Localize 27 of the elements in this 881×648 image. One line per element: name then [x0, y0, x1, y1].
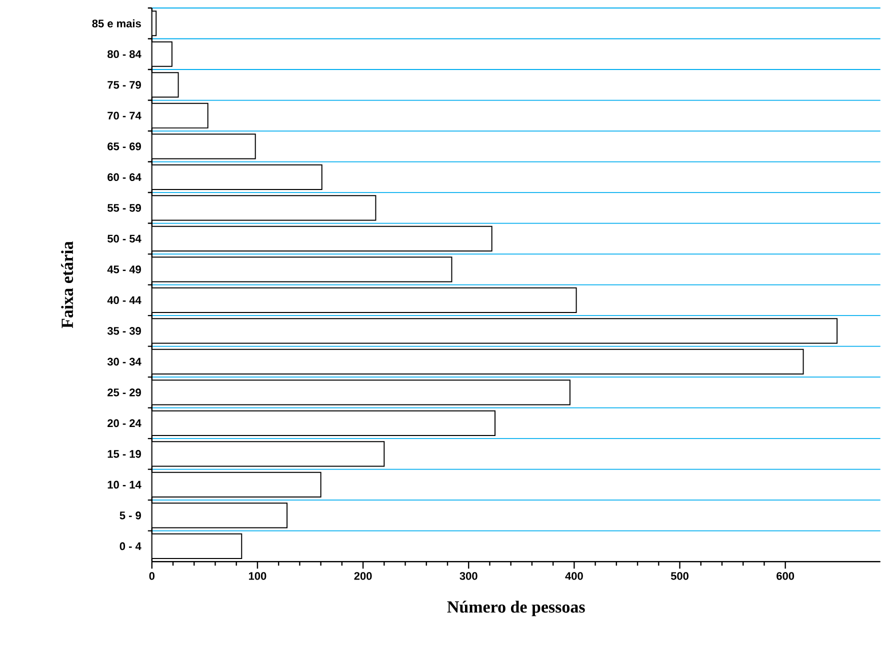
- y-tick-label: 10 - 14: [108, 481, 142, 489]
- y-tick-label: 55 - 59: [108, 204, 141, 212]
- y-tick-label: 70 - 74: [108, 112, 142, 120]
- x-tick-label: 400: [565, 572, 583, 580]
- x-axis-title: Número de pessoas: [447, 600, 585, 616]
- y-tick-label: 20 - 24: [108, 420, 142, 428]
- y-tick-label: 0 - 4: [120, 542, 142, 550]
- y-tick-label: 45 - 49: [107, 266, 141, 274]
- x-tick-label: 600: [776, 572, 794, 580]
- y-tick-label: 60 - 64: [108, 173, 142, 182]
- x-tick-label: 0: [149, 572, 155, 580]
- y-tick-label: 35 - 39: [107, 327, 141, 336]
- x-tick-label: 300: [460, 572, 478, 580]
- y-tick-label: 15 - 19: [108, 450, 141, 458]
- y-tick-label: 75 - 79: [108, 81, 141, 90]
- x-tick-label: 100: [248, 572, 266, 580]
- y-axis-title: Faixa etária: [61, 242, 74, 328]
- y-tick-label: 30 - 34: [107, 358, 142, 366]
- x-tick-label: 500: [670, 572, 688, 580]
- y-tick-label: 50 - 54: [108, 234, 142, 243]
- y-tick-label: 85 e mais: [92, 20, 141, 28]
- y-tick-label: 25 - 29: [108, 388, 141, 397]
- x-tick-label: 200: [354, 572, 372, 580]
- y-tick-label: 5 - 9: [120, 512, 141, 520]
- y-tick-label: 80 - 84: [108, 50, 142, 58]
- y-tick-label: 40 - 44: [107, 296, 142, 304]
- y-tick-label: 65 - 69: [108, 142, 141, 151]
